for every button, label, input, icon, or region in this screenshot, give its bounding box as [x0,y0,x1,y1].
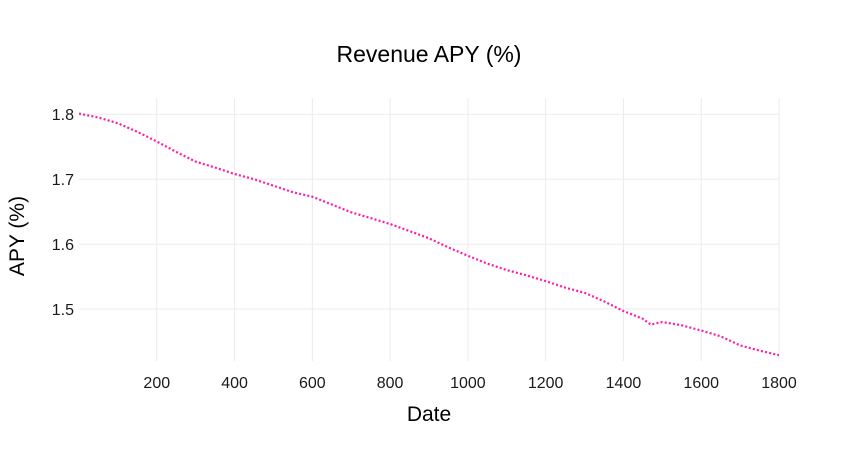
x-tick-label: 200 [143,375,170,392]
series-line [78,112,780,357]
series-layer [78,112,780,357]
y-axis-ticks: 1.5 1.6 1.7 1.8 [52,107,74,319]
y-tick-label: 1.8 [52,107,74,124]
x-tick-label: 1800 [761,375,797,392]
x-tick-label: 400 [221,375,248,392]
x-axis-ticks: 200 400 600 800 1000 1200 1400 1600 1800 [143,375,796,392]
y-tick-label: 1.6 [52,237,74,254]
x-tick-label: 1000 [450,375,486,392]
y-axis-title: APY (%) [6,196,29,276]
chart-title: Revenue APY (%) [337,41,522,67]
x-tick-label: 1400 [606,375,642,392]
y-tick-label: 1.5 [52,302,74,319]
x-axis-title: Date [407,403,451,426]
gridlines [79,98,780,361]
x-tick-label: 800 [377,375,404,392]
x-tick-label: 1600 [683,375,719,392]
y-tick-label: 1.7 [52,172,74,189]
x-tick-label: 600 [299,375,326,392]
x-tick-label: 1200 [528,375,564,392]
